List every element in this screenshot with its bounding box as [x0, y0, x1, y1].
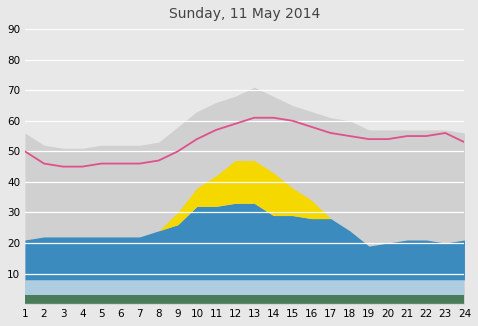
- Title: Sunday, 11 May 2014: Sunday, 11 May 2014: [169, 7, 320, 21]
